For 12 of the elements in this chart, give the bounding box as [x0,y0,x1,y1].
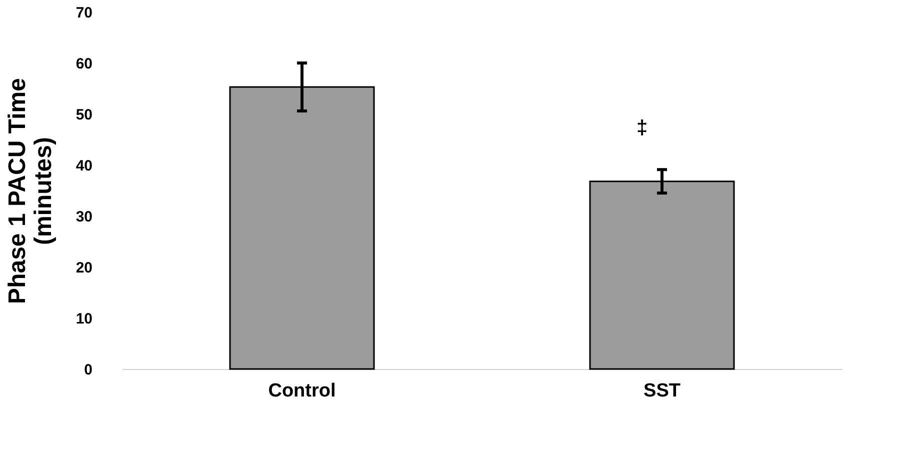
y-tick-label: 10 [76,310,92,328]
y-tick-label: 40 [76,158,92,174]
y-tick-label: 60 [76,56,92,72]
y-tick-label: 30 [76,208,92,226]
x-tick-label: SST [644,380,681,402]
y-tick-label: 70 [76,4,92,22]
annotation: ‡ [636,117,648,139]
y-axis-title: Phase 1 PACU Time (minutes) [4,78,57,304]
y-tick-label: 20 [76,260,92,276]
y-tick-label: 0 [84,362,92,378]
y-tick-label: 50 [76,106,92,124]
x-tick-label: Control [268,380,336,402]
